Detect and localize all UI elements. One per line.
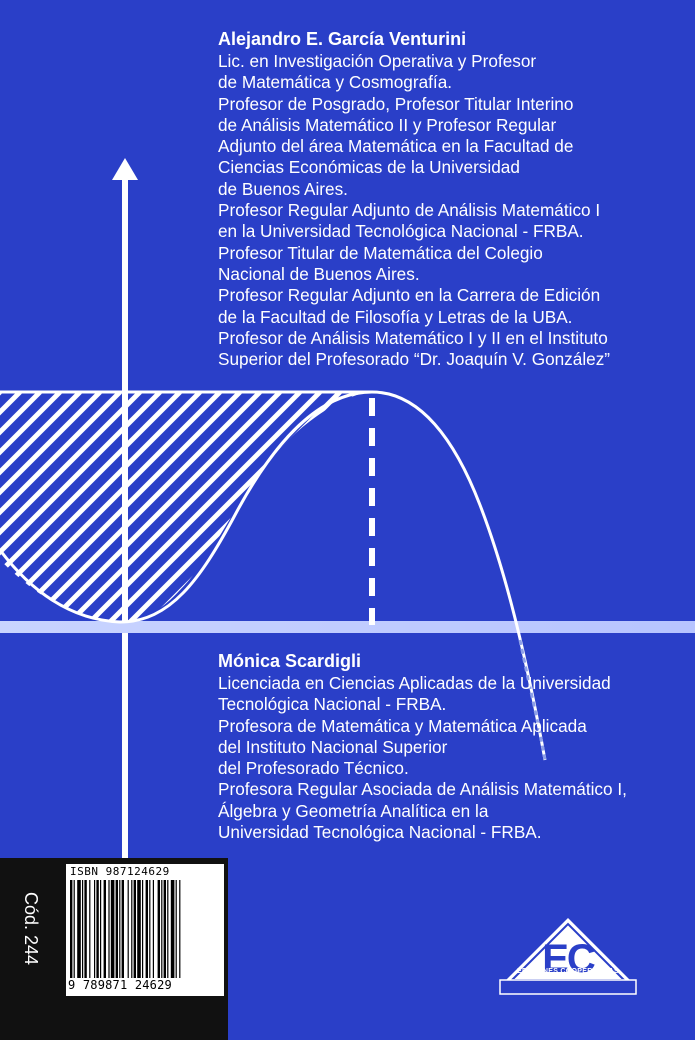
barcode-bars [70,880,181,978]
barcode-bar [70,880,73,978]
curve [0,390,547,761]
barcode-bar [94,880,96,978]
author1-line: Ciencias Económicas de la Universidad [218,157,520,178]
barcode-bar [119,880,121,978]
hatch-fill [0,391,680,632]
barcode-bar [157,880,160,978]
author1-line: de la Facultad de Filosofía y Letras de … [218,306,573,327]
author1-line: Profesor Regular Adjunto en la Carrera d… [218,285,601,306]
author2-line: Universidad Tecnológica Nacional - FRBA. [218,822,542,843]
barcode-bar [103,880,106,978]
barcode-bar [77,880,81,978]
author2-name: Mónica Scardigli [218,651,362,671]
barcode-bar [161,880,163,978]
barcode-bar [179,880,181,978]
barcode-bar [145,880,148,978]
barcode-bar [82,880,84,978]
barcode-bar [167,880,169,978]
author2-line: Álgebra y Geometría Analítica en la [218,800,489,821]
hatch-line [440,392,680,632]
hatch-line [0,391,102,622]
hatch-line [58,391,302,622]
author1-bio: Alejandro E. García Venturini Lic. en In… [218,28,610,370]
publisher-name: EDICIONES COOPERATIVAS [516,968,620,975]
author1-line: Superior del Profesorado “Dr. Joaquín V.… [218,349,611,370]
barcode-bar [84,880,87,978]
barcode-bar [131,880,133,978]
author1-line: Profesor de Posgrado, Profesor Titular I… [218,93,574,114]
author2-bio: Mónica Scardigli Licenciada en Ciencias … [218,650,627,843]
barcode-bar [121,880,124,978]
author1-line: Profesor Regular Adjunto de Análisis Mat… [218,200,601,221]
publisher-logo: EC [499,918,637,995]
hatch-line [0,391,162,622]
hatch-line [38,391,282,622]
author1-line: de Matemática y Cosmografía. [218,72,453,93]
author1-line: de Análisis Matemático II y Profesor Reg… [218,114,557,135]
hatch-line [0,391,122,622]
arrow-up-icon [112,158,138,180]
barcode-bar [163,880,166,978]
author1-line: Nacional de Buenos Aires. [218,263,420,284]
author2-line: Profesora Regular Asociada de Análisis M… [218,779,627,800]
hatch-line [380,392,620,632]
barcode-bar [115,880,118,978]
hatch-line [0,391,182,622]
barcode-bar [127,880,129,978]
barcode-bar [96,880,99,978]
author1-line: Profesor Titular de Matemática del Coleg… [218,242,543,263]
barcode-bar [73,880,75,978]
barcode-bar [142,880,144,978]
author1-line: Lic. en Investigación Operativa y Profes… [218,51,537,71]
author1-line: Adjunto del área Matemática en la Facult… [218,136,574,157]
barcode-bar [100,880,102,978]
author1-line: en la Universidad Tecnológica Nacional -… [218,221,584,242]
author2-line: Tecnológica Nacional - FRBA. [218,694,447,715]
hatch-line [0,391,62,622]
hatch-line [78,391,322,622]
hatch-line [338,391,370,622]
hatch-line [298,391,370,622]
barcode-bar [137,880,141,978]
hatch-line [358,391,370,622]
barcode-bar [110,880,115,978]
barcode-bar [175,880,177,978]
hatch-line [0,391,202,622]
ean-digits: 9 789871 24629 [68,978,172,992]
barcode-bar [149,880,151,978]
barcode-bar [108,880,110,978]
hatch-line [420,392,660,632]
author2-line: del Profesorado Técnico. [218,758,409,779]
author2-line: del Instituto Nacional Superior [218,736,448,757]
barcode-bar [133,880,136,978]
publisher-logo-letters: EC [542,937,595,981]
author2-line: Licenciada en Ciencias Aplicadas de la U… [218,673,611,693]
barcode-bar [152,880,154,978]
curve-continuation [518,639,547,761]
author1-name: Alejandro E. García Venturini [218,29,467,49]
author2-line: Profesora de Matemática y Matemática Apl… [218,715,587,736]
hatch-line [0,391,82,622]
code-label: Cód. 244 [21,892,41,966]
author1-line: de Buenos Aires. [218,178,348,199]
author1-line: Profesor de Análisis Matemático I y II e… [218,327,608,348]
horizontal-axis [0,621,695,633]
hatch-line [18,391,262,622]
isbn-text: ISBN 987124629 [70,865,170,878]
hatch-line [400,392,640,632]
hatch-line [0,391,142,622]
barcode-bar [170,880,175,978]
barcode: ISBN 987124629 9 789871 24629 [66,864,224,996]
barcode-bar [89,880,91,978]
